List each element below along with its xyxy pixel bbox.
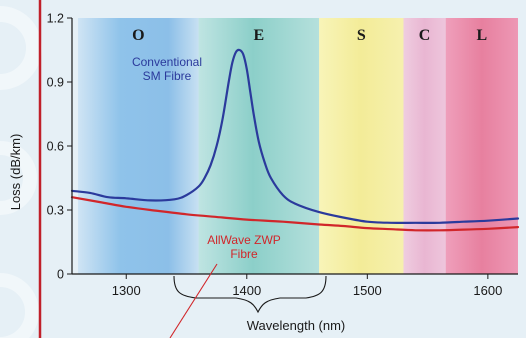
band-s-label: S	[357, 27, 366, 44]
allwave-zwp-fibre-curve	[70, 196, 520, 232]
band-o-label: O	[132, 27, 144, 44]
x-tick-label: 1600	[473, 283, 502, 298]
allwave-pointer-line	[169, 263, 218, 338]
background-decoration	[0, 6, 42, 338]
y-tick-label: 0.9	[47, 76, 64, 90]
tick-labels: 0 0.3 0.6 0.9 1.2 1300 1400 1500 1600	[47, 12, 503, 299]
x-axis-label: Wavelength (nm)	[247, 318, 346, 333]
band-c-region	[403, 18, 446, 274]
x-tick-label: 1400	[232, 283, 261, 298]
band-o-region	[78, 18, 199, 274]
conventional-label-line1: Conventional	[132, 55, 202, 69]
band-c-label: C	[419, 27, 431, 44]
band-l-label: L	[477, 27, 488, 44]
y-tick-label: 0.3	[47, 204, 64, 218]
conventional-sm-fibre-curve	[70, 48, 520, 224]
x-tick-label: 1500	[353, 283, 382, 298]
band-s-region	[319, 18, 404, 274]
band-l-region	[445, 18, 518, 274]
conventional-label-line2: SM Fibre	[143, 69, 192, 83]
y-tick-label: 0.6	[47, 140, 64, 154]
y-axis-label: Loss (dB/km)	[8, 134, 23, 211]
e-band-brace	[173, 275, 327, 314]
band-e-label: E	[254, 27, 265, 44]
allwave-label-line1: AllWave ZWP	[207, 233, 281, 247]
loss-curves	[70, 48, 520, 232]
x-tick-label: 1300	[112, 283, 141, 298]
allwave-label-line2: Fibre	[230, 247, 258, 261]
y-tick-label: 0	[57, 268, 64, 282]
y-tick-label: 1.2	[47, 12, 64, 26]
